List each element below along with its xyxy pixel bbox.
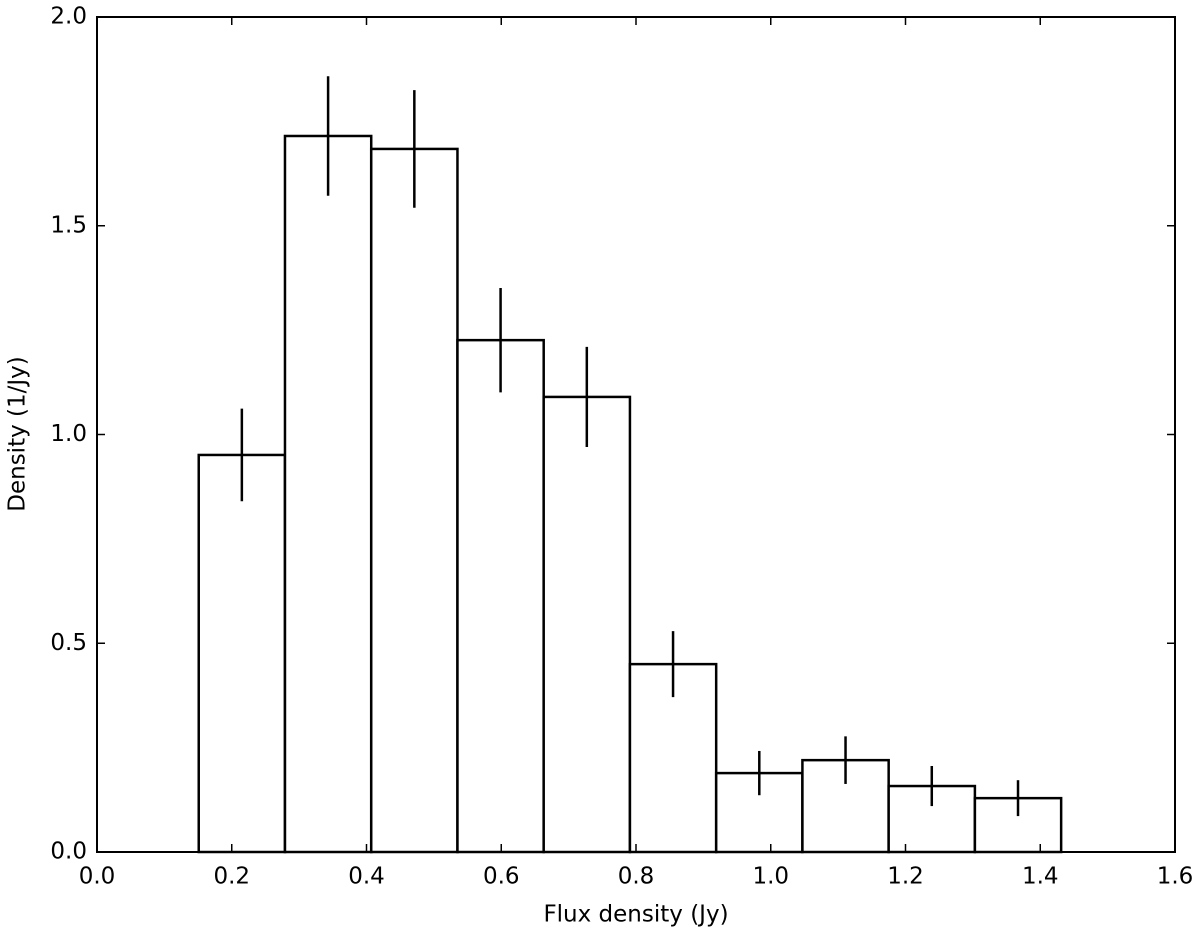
- x-tick-label: 1.0: [752, 864, 789, 890]
- bar: [456, 338, 545, 854]
- bar: [369, 147, 459, 854]
- y-tick-label: 2.0: [50, 4, 87, 30]
- plot-frame: [96, 16, 1176, 853]
- y-tick-label: 1.0: [50, 421, 87, 447]
- x-tick-label: 0.2: [213, 864, 250, 890]
- bar: [283, 134, 373, 854]
- x-tick-label: 1.4: [1022, 864, 1059, 890]
- x-tick-label: 0.6: [483, 864, 520, 890]
- x-axis-label: Flux density (Jy): [543, 902, 728, 928]
- y-tick-label: 0.0: [50, 839, 87, 865]
- bar: [542, 395, 632, 854]
- y-tick-label: 0.5: [50, 630, 87, 656]
- x-tick-label: 1.6: [1157, 864, 1194, 890]
- x-tick-label: 0.4: [348, 864, 385, 890]
- bar: [197, 453, 287, 854]
- x-tick-label: 1.2: [887, 864, 924, 890]
- y-tick-label: 1.5: [50, 212, 87, 238]
- y-axis-label: Density (1/Jy): [5, 356, 31, 511]
- x-tick-label: 0.0: [79, 864, 116, 890]
- x-tick-label: 0.8: [618, 864, 655, 890]
